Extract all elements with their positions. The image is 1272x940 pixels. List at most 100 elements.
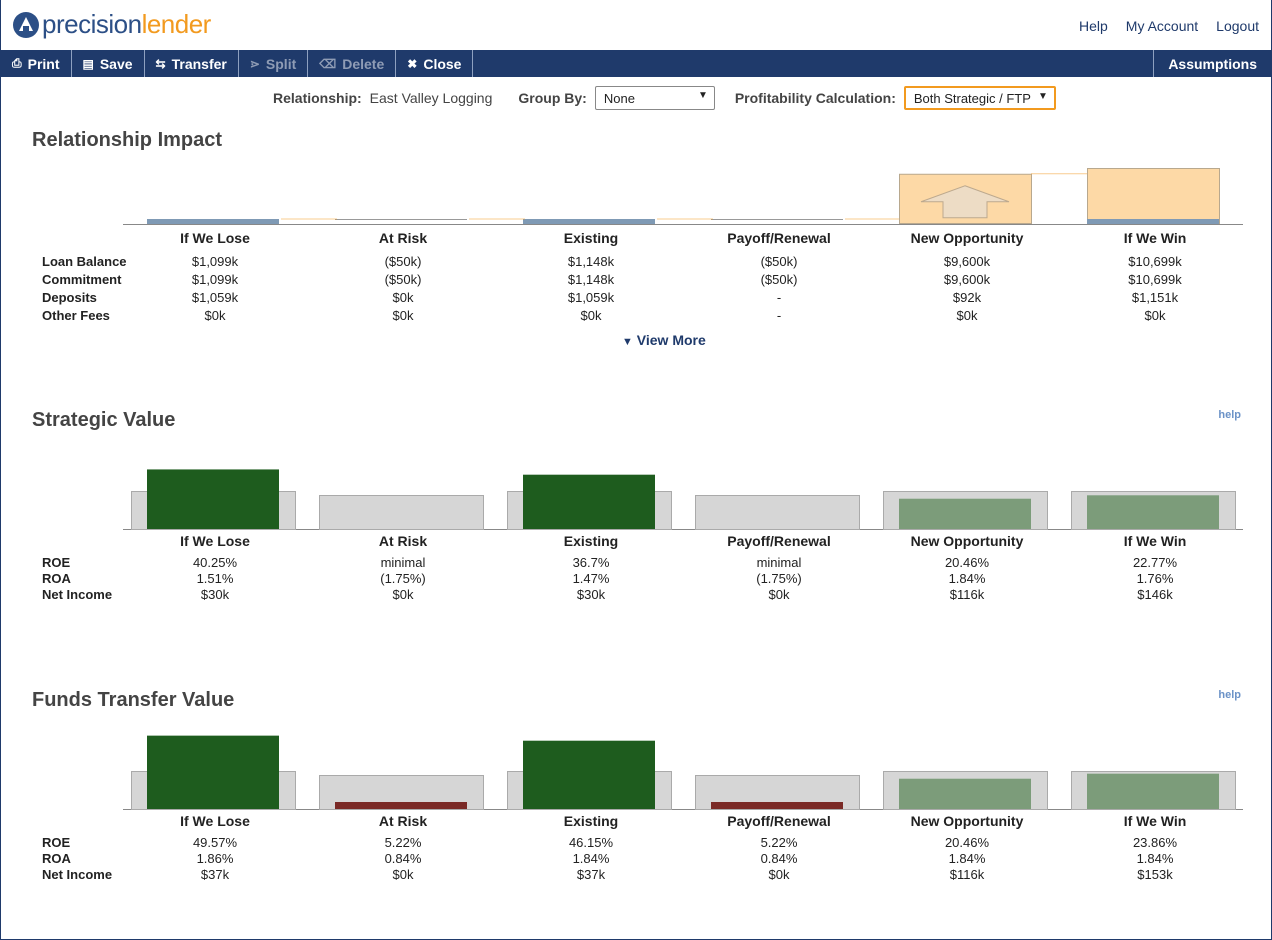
strategic_value-column-header: If We Lose — [180, 533, 250, 549]
header: precisionlender Help My Account Logout — [1, 0, 1271, 50]
delete-button[interactable]: ⌫ Delete — [308, 50, 397, 77]
relationship_impact-cell: $1,148k — [567, 272, 615, 287]
triangle-down-icon: ▼ — [622, 336, 633, 348]
ftp_value-cell: 5.22% — [760, 835, 798, 850]
strategic_value-cell: $0k — [768, 587, 790, 602]
ftp-value-chart — [123, 735, 1243, 810]
chevron-down-icon: ▼ — [697, 90, 708, 101]
strategic_value-cell: (1.75%) — [380, 571, 426, 586]
strategic_value-column-header: If We Win — [1123, 533, 1187, 549]
relationship_impact-row-label: Other Fees — [42, 308, 110, 323]
save-button[interactable]: ▤ Save — [72, 50, 145, 77]
ftp-help-link[interactable]: help — [1218, 689, 1241, 701]
ftp_value-column-header: If We Win — [1123, 813, 1187, 829]
close-button[interactable]: ✖ Close — [396, 50, 474, 77]
strategic_value-cell: $0k — [392, 587, 414, 602]
ftp_value-cell: 5.22% — [384, 835, 422, 850]
strategic-help-link[interactable]: help — [1218, 409, 1241, 421]
logo-text-part2: lender — [141, 9, 212, 39]
roe-bar — [335, 802, 467, 809]
printer-icon: ⎙ — [12, 56, 22, 70]
relationship_impact-column-header: If We Win — [1123, 230, 1187, 246]
ftp_value-cell: 0.84% — [384, 851, 422, 866]
ftp_value-column-header: If We Lose — [180, 813, 250, 829]
strategic_value-cell: 22.77% — [1132, 555, 1178, 570]
relationship_impact-column-header: At Risk — [378, 230, 428, 246]
strategic_value-cell: (1.75%) — [756, 571, 802, 586]
relationship_impact-cell: $9,600k — [943, 272, 991, 287]
split-button[interactable]: ⋗ Split — [239, 50, 309, 77]
relationship_impact-cell: $1,059k — [567, 290, 615, 305]
relationship_impact-cell: $0k — [956, 308, 978, 323]
strategic_value-row-label: ROE — [42, 555, 71, 570]
roe-bar — [1087, 495, 1219, 529]
relationship_impact-row-label: Commitment — [42, 272, 122, 287]
relationship_impact-cell: $1,151k — [1131, 290, 1179, 305]
view-more-label: View More — [636, 332, 706, 348]
existing-bar — [147, 219, 279, 224]
relationship_impact-cell: $0k — [204, 308, 226, 323]
profit-calc-select[interactable]: Both Strategic / FTP ▼ — [903, 86, 1056, 110]
ftp_value-cell: 20.46% — [944, 835, 990, 850]
transfer-button[interactable]: ⇆ Transfer — [145, 50, 239, 77]
help-link[interactable]: Help — [1079, 18, 1108, 34]
relationship_impact-cell: $0k — [580, 308, 602, 323]
strategic_value-cell: $30k — [576, 587, 606, 602]
strategic_value-cell: minimal — [756, 555, 802, 570]
close-icon: ✖ — [407, 56, 418, 71]
relationship_impact-cell: $0k — [392, 290, 414, 305]
relationship_impact-column-header: New Opportunity — [910, 230, 1024, 246]
ftp-value-title: Funds Transfer Value — [32, 689, 235, 711]
roe-bar — [1087, 773, 1219, 809]
relationship_impact-cell: - — [776, 290, 782, 305]
print-button[interactable]: ⎙ Print — [1, 50, 72, 77]
split-icon: ⋗ — [249, 56, 260, 71]
relationship-label: Relationship: — [273, 90, 362, 106]
save-label: Save — [99, 55, 133, 72]
top-links: Help My Account Logout — [1079, 18, 1259, 34]
existing-bar — [523, 219, 655, 224]
relationship_impact-row-label: Deposits — [42, 290, 97, 305]
relationship_impact-cell: $1,059k — [191, 290, 239, 305]
trash-icon: ⌫ — [319, 56, 337, 71]
toolbar: ⎙ Print ▤ Save ⇆ Transfer ⋗ Split ⌫ Delete ✖ C… — [1, 50, 1271, 77]
strategic_value-cell: 40.25% — [192, 555, 238, 570]
relationship_impact-column-header: Existing — [563, 230, 619, 246]
group-by-select[interactable]: None ▼ — [594, 86, 715, 110]
close-label: Close — [423, 55, 462, 72]
relationship_impact-cell: ($50k) — [384, 254, 422, 269]
at-risk-bar — [711, 219, 843, 220]
ftp_value-cell: 46.15% — [568, 835, 614, 850]
strategic_value-column-header: New Opportunity — [910, 533, 1024, 549]
filters-row: Relationship: East Valley Logging Group … — [273, 86, 1056, 110]
up-arrow-icon — [920, 185, 1010, 219]
relationship-impact-title: Relationship Impact — [32, 129, 223, 151]
strategic_value-cell: $30k — [200, 587, 230, 602]
strategic_value-cell: 36.7% — [572, 555, 610, 570]
view-more-link[interactable]: ▼ View More — [622, 332, 706, 348]
logo-text-part1: precision — [42, 9, 142, 39]
strategic_value-cell: $116k — [949, 587, 985, 602]
at-risk-bar — [335, 219, 467, 220]
if-we-win-existing-bar — [1087, 219, 1219, 224]
my-account-link[interactable]: My Account — [1125, 18, 1199, 34]
strategic_value-cell: 1.51% — [196, 571, 234, 586]
delete-label: Delete — [342, 55, 385, 72]
relationship_impact-cell: $10,699k — [1128, 272, 1182, 287]
logo[interactable]: precisionlender — [13, 9, 211, 40]
ftp_value-column-header: At Risk — [378, 813, 428, 829]
strategic_value-cell: $146k — [1137, 587, 1173, 602]
assumptions-button[interactable]: Assumptions — [1153, 50, 1271, 77]
logout-link[interactable]: Logout — [1216, 18, 1259, 34]
strategic_value-row-label: Net Income — [42, 587, 113, 602]
ftp_value-cell: $37k — [200, 867, 230, 882]
hurdle-box — [319, 495, 484, 530]
relationship_impact-cell: $92k — [952, 290, 982, 305]
ftp_value-cell: 49.57% — [192, 835, 238, 850]
ftp_value-column-header: Payoff/Renewal — [727, 813, 831, 829]
strategic_value-column-header: Payoff/Renewal — [727, 533, 831, 549]
relationship_impact-column-header: If We Lose — [180, 230, 250, 246]
exchange-arrows-icon: ⇆ — [155, 56, 166, 71]
strategic-value-title: Strategic Value — [32, 409, 176, 431]
